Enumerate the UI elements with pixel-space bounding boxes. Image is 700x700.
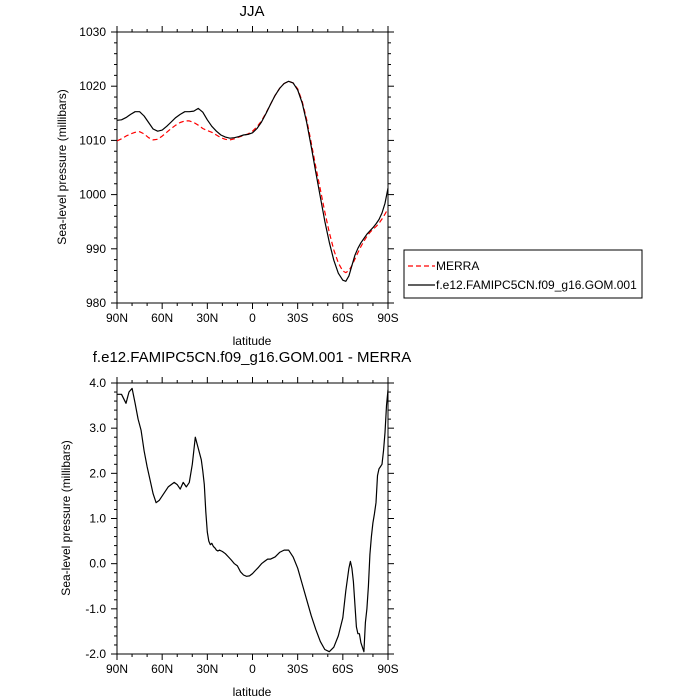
y-tick-label-bottom: 1.0 <box>89 512 106 526</box>
y-tick-label-top: 1030 <box>79 25 106 39</box>
x-axis-title-top: latitude <box>233 334 272 348</box>
y-tick-label-bottom: -1.0 <box>85 602 106 616</box>
axis-ticks-bottom: 90N 60N 30N 0 30S 60S 90S -2.0 -1.0 0.0 1.0 2.0 3.0 4… <box>85 376 398 676</box>
x-tick-label-bottom: 90N <box>106 662 128 676</box>
x-tick-label-bottom: 30N <box>196 662 218 676</box>
y-tick-label-top: 1010 <box>79 133 106 147</box>
y-tick-label-top: 1000 <box>79 188 106 202</box>
series-line-difference <box>117 387 389 653</box>
x-tick-label-top: 30S <box>287 311 308 325</box>
y-tick-label-bottom: 0.0 <box>89 557 106 571</box>
x-tick-label-bottom: 60N <box>151 662 173 676</box>
x-tick-label-top: 0 <box>249 311 256 325</box>
y-tick-label-top: 990 <box>86 242 106 256</box>
x-tick-label-bottom: 0 <box>249 662 256 676</box>
plot-frame-bottom <box>116 382 389 655</box>
legend: MERRA f.e12.FAMIPC5CN.f09_g16.GOM.001 <box>403 249 643 299</box>
x-tick-label-top: 90S <box>377 311 398 325</box>
legend-label-merra: MERRA <box>436 259 479 273</box>
x-tick-label-bottom: 90S <box>377 662 398 676</box>
x-tick-label-top: 90N <box>106 311 128 325</box>
series-group-bottom <box>117 387 389 653</box>
y-tick-label-bottom: 4.0 <box>89 376 106 390</box>
y-tick-label-bottom: 2.0 <box>89 466 106 480</box>
y-tick-label-top: 980 <box>86 296 106 310</box>
chart-title-bottom: f.e12.FAMIPC5CN.f09_g16.GOM.001 - MERRA <box>93 349 411 366</box>
x-tick-label-bottom: 60S <box>332 662 353 676</box>
x-tick-label-top: 60N <box>151 311 173 325</box>
y-axis-title-bottom: Sea-level pressure (millibars) <box>59 440 73 595</box>
x-axis-title-bottom: latitude <box>233 685 272 699</box>
axis-ticks-top: 90N 60N 30N 0 30S 60S 90S 980 990 1000 1010 1020 103… <box>79 25 398 325</box>
y-tick-label-bottom: 3.0 <box>89 421 106 435</box>
legend-label-model: f.e12.FAMIPC5CN.f09_g16.GOM.001 <box>436 278 637 292</box>
series-line-model <box>116 80 389 282</box>
chart-panel-top: JJA 90N 60N 30N 0 30S 60S 90S 980 990 1000 1010 102… <box>55 3 399 348</box>
chart-panel-bottom: f.e12.FAMIPC5CN.f09_g16.GOM.001 - MERRA … <box>59 349 411 699</box>
x-tick-label-bottom: 30S <box>287 662 308 676</box>
y-tick-label-bottom: -2.0 <box>85 647 106 661</box>
y-tick-label-top: 1020 <box>79 79 106 93</box>
series-line-merra <box>116 80 389 274</box>
y-axis-title-top: Sea-level pressure (millibars) <box>55 89 69 244</box>
series-group-top <box>116 80 389 282</box>
legend-box <box>403 249 643 299</box>
chart-title-top: JJA <box>239 3 264 20</box>
plot-frame-top <box>116 31 389 304</box>
x-tick-label-top: 30N <box>196 311 218 325</box>
x-tick-label-top: 60S <box>332 311 353 325</box>
